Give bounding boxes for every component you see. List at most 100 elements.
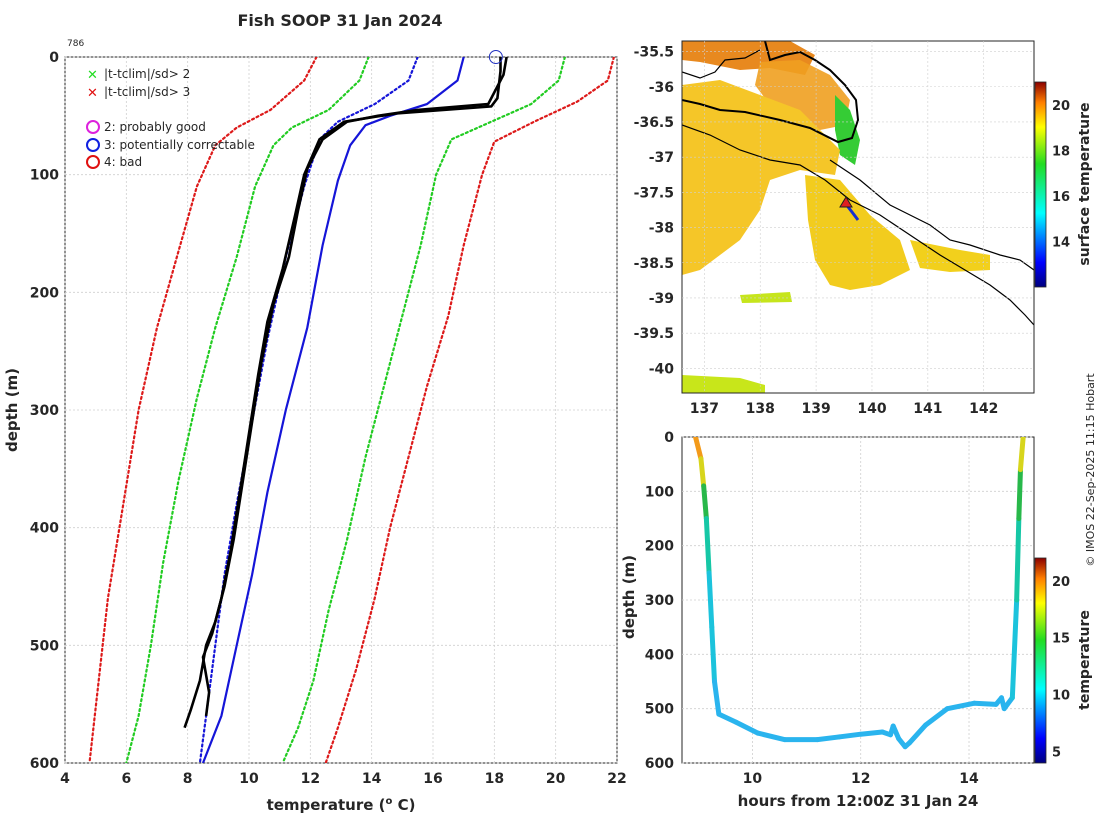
sst-patch-lime-strip: [740, 292, 792, 303]
profile-xlabel-main: temperature (: [267, 796, 386, 814]
profile-xtick-label: 14: [362, 771, 382, 787]
map-xtick-label: 137: [690, 401, 719, 417]
timeseries-xtick-label: 12: [851, 771, 870, 787]
sst-patch-yellow-south: [682, 375, 765, 393]
legend-x-marker-sd3: ✕: [87, 86, 98, 101]
track-segment: [858, 729, 885, 737]
ship-position-marker: [839, 196, 853, 208]
profile-xtick-label: 4: [60, 771, 70, 787]
track-segment: [701, 483, 709, 521]
profile-ticks: 4 6 8 10 12 14 16 18 20 22 0 100 200 300 400 500 600: [30, 50, 627, 787]
profile-xtick-label: 10: [239, 771, 259, 787]
map-colorbar-tick-label: 20: [1052, 99, 1070, 114]
profile-xtick-label: 12: [301, 771, 320, 787]
profile-xlabel-end: C): [392, 796, 415, 814]
credit-text: © IMOS 22-Sep-2025 11:15 Hobart: [1084, 373, 1097, 567]
map-colorbar-label: surface temperature: [1077, 102, 1093, 265]
track-segment: [706, 570, 715, 630]
map-xtick-label: 138: [746, 401, 775, 417]
track-segment: [711, 679, 722, 717]
timeseries-xtick-label: 10: [743, 771, 763, 787]
profile-ytick-label: 400: [30, 521, 59, 537]
profile-series-clim-2sd: [125, 57, 370, 763]
track-segment: [716, 711, 739, 725]
map-xtick-label: 142: [969, 401, 998, 417]
track-segment: [1017, 437, 1026, 473]
map-ytick-label: -37: [649, 150, 674, 166]
profile-legend: ✕ |t-tclim|/sd> 2 ✕ |t-tclim|/sd> 3 2: p…: [86, 67, 255, 169]
track-segment: [693, 437, 704, 462]
legend-label-bad: 4: bad: [104, 155, 142, 169]
map-ticks: 137 138 139 140 141 142 -35.5 -36 -36.5 -37 -37.5 -…: [634, 45, 999, 417]
map-panel: 137 138 139 140 141 142 -35.5 -36 -36.5 -37 -37.5 -…: [634, 40, 1093, 417]
legend-label-sd2: |t-tclim|/sd> 2: [104, 67, 190, 81]
legend-circle-bad: [86, 155, 100, 169]
timeseries-track: [693, 437, 1026, 750]
track-segment: [836, 731, 864, 740]
timeseries-colorbar-tick-label: 20: [1052, 575, 1070, 590]
potentially-correctable-marker: [488, 50, 503, 64]
track-segment: [944, 700, 977, 712]
coastline-gulf: [682, 49, 761, 79]
timeseries-colorbar-tick-label: 10: [1052, 689, 1070, 704]
track-segment: [755, 730, 788, 743]
legend-circle-potentially-correctable: [86, 138, 100, 152]
timeseries-colorbar-tick-label: 5: [1052, 746, 1061, 761]
timeseries-ytick-label: 500: [645, 702, 674, 718]
profile-ytick-label: 500: [30, 638, 59, 654]
coastline-mainland: [682, 41, 860, 144]
track-segment: [1014, 516, 1022, 603]
timeseries-ytick-label: 100: [645, 484, 674, 500]
track-segment: [971, 700, 999, 707]
map-ytick-label: -39: [649, 291, 674, 307]
map-colorbar-tick-label: 16: [1052, 190, 1070, 205]
profile-series-clim-3sd: [88, 57, 318, 763]
timeseries-grid: [682, 436, 1034, 764]
profile-xtick-label: 22: [607, 771, 626, 787]
map-ytick-label: -38.5: [634, 256, 674, 272]
timeseries-xtick-label: 14: [959, 771, 979, 787]
profile-ytick-label: 600: [30, 756, 59, 772]
profile-xtick-label: 20: [546, 771, 566, 787]
profile-panel: 4 6 8 10 12 14 16 18 20 22 0 100 200 300 400 500 600 tem…: [3, 50, 627, 814]
sst-patch-yellow-west: [682, 80, 840, 275]
sst-patch-yellow-center: [805, 175, 910, 290]
map-colorbar-tick-label: 14: [1052, 235, 1070, 250]
profile-series-clim-2sd: [281, 57, 566, 763]
coastline-south: [682, 124, 1034, 326]
timeseries-colorbar-ticks: 5 10 15 20: [1052, 575, 1070, 761]
map-ytick-label: -40: [649, 361, 675, 377]
map-ytick-label: -38: [649, 221, 674, 237]
map-colorbar-ticks: 14 16 18 20: [1052, 99, 1070, 251]
track-segment: [1016, 467, 1023, 521]
profile-xlabel: temperature (o C): [267, 796, 416, 814]
profile-series-climatology-mean-sd: [201, 57, 465, 763]
legend-label-probably-good: 2: probably good: [104, 120, 206, 134]
profile-ytick-label: 300: [30, 403, 59, 419]
map-ytick-label: -36: [649, 80, 674, 96]
timeseries-ytick-label: 200: [645, 539, 674, 555]
timeseries-ticks: 10 12 14 0 100 200 300 400 500 600: [645, 430, 979, 787]
sst-field: [682, 41, 990, 393]
timeseries-colorbar: [1034, 557, 1047, 764]
profile-xtick-label: 16: [423, 771, 442, 787]
timeseries-xlabel: hours from 12:00Z 31 Jan 24: [738, 792, 979, 810]
profile-ytick-label: 200: [30, 285, 59, 301]
map-xtick-label: 140: [857, 401, 886, 417]
timeseries-ytick-label: 0: [664, 430, 674, 446]
timeseries-ytick-label: 400: [645, 647, 674, 663]
profile-series-clim-3sd: [324, 57, 615, 763]
legend-x-marker-sd2: ✕: [87, 68, 98, 83]
sst-patch-green-coastal: [835, 95, 860, 165]
map-ytick-label: -37.5: [634, 185, 674, 201]
track-segment: [814, 734, 842, 743]
track-segment: [1009, 597, 1020, 701]
map-axes-frame: [681, 40, 1035, 394]
map-ytick-label: -35.5: [634, 45, 674, 61]
profile-id: 786: [67, 39, 84, 49]
map-ytick-label: -39.5: [634, 326, 674, 342]
map-xtick-label: 139: [801, 401, 830, 417]
map-xtick-label: 141: [913, 401, 942, 417]
sst-patch-warm-nearshore: [755, 60, 850, 130]
